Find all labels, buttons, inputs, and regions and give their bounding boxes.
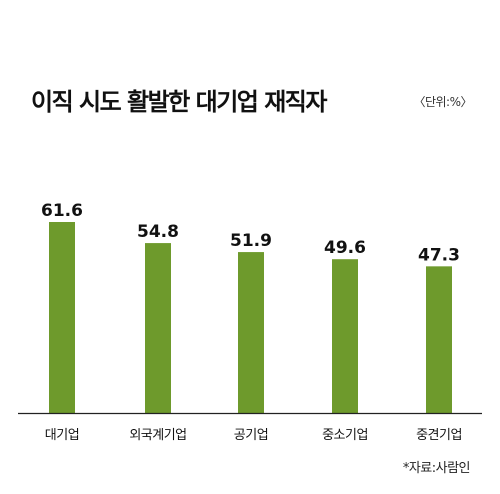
category-label-3: 공기업 (234, 428, 268, 443)
bar-4 (332, 259, 358, 413)
value-label-3: 51.9 (230, 231, 272, 251)
bars-group (49, 222, 452, 413)
category-label-4: 중소기업 (322, 428, 368, 443)
value-label-5: 47.3 (418, 245, 460, 265)
source-note: *자료:사람인 (402, 461, 471, 476)
value-labels-group: 61.6 54.8 51.9 49.6 47.3 (41, 201, 460, 265)
value-label-1: 61.6 (41, 201, 83, 221)
bar-2 (145, 243, 171, 413)
category-labels-group: 대기업 외국계기업 공기업 중소기업 중견기업 (45, 428, 463, 443)
value-label-4: 49.6 (324, 238, 366, 258)
bar-3 (238, 252, 264, 413)
bar-1 (49, 222, 75, 413)
value-label-2: 54.8 (137, 222, 179, 242)
category-label-1: 대기업 (45, 428, 79, 443)
category-label-5: 중견기업 (416, 428, 462, 443)
bar-5 (426, 266, 452, 413)
chart-title: 이직 시도 활발한 대기업 재직자 (31, 88, 327, 116)
category-label-2: 외국계기업 (129, 428, 186, 443)
unit-label: 〈단위:%〉 (413, 95, 472, 109)
